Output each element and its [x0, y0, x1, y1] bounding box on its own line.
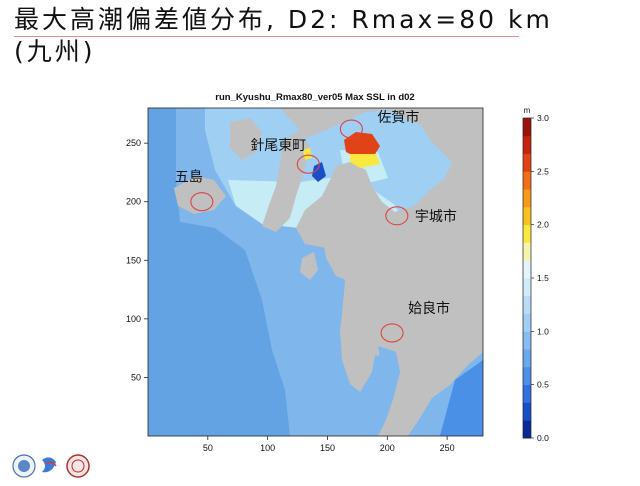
logo-emblem-2 — [42, 457, 56, 473]
colorbar-band-8 — [523, 278, 531, 297]
colorbar-band-3 — [523, 366, 531, 386]
colorbar-tick-label-4: 2.0 — [537, 220, 549, 230]
institution-logos — [12, 454, 90, 478]
colorbar-tick-label-2: 1.0 — [537, 326, 549, 336]
x-tick-label-50: 50 — [203, 443, 213, 453]
surge-hario-yellow — [303, 148, 312, 160]
colorbar-band-6 — [523, 313, 531, 332]
title-line-2: (九州) — [14, 37, 96, 66]
x-tick-label-100: 100 — [260, 443, 275, 453]
surge-saga-yellow — [350, 154, 380, 168]
colorbar-band-16 — [523, 135, 531, 154]
annotation-circle-3 — [190, 192, 214, 212]
surge-hario-deep — [312, 162, 326, 182]
x-tick-label-150: 150 — [320, 443, 335, 453]
annotation-label-2: 佐賀市 — [377, 109, 419, 126]
title-line-1: 最大高潮偏差値分布, D2: Rmax=80 km — [14, 5, 553, 34]
sea-deep-east — [440, 360, 483, 436]
colorbar-band-2 — [523, 384, 531, 403]
colorbar-tick-label-5: 2.5 — [537, 166, 549, 176]
colorbar-band-4 — [523, 349, 531, 368]
annotation-circle-2 — [339, 119, 363, 139]
colorbar: 0.0 0.5 1.0 1.5 2.0 2.5 3.0 m — [522, 106, 549, 443]
colorbar-band-5 — [523, 331, 531, 350]
land-nagasaki-peninsula — [262, 130, 310, 232]
y-tick-label-150: 150 — [126, 255, 141, 265]
annotation-circle-5 — [380, 323, 404, 343]
colorbar-band-9 — [523, 260, 531, 279]
annotation-label-4: 宇城市 — [415, 208, 457, 225]
sea-kagoshima-bay — [372, 346, 400, 436]
land-kyushu-main — [280, 108, 483, 436]
land-satsuma — [340, 292, 378, 392]
colorbar-unit: m — [524, 106, 531, 115]
land-goto — [174, 176, 226, 214]
y-tick-label-100: 100 — [126, 314, 141, 324]
y-tick-label-200: 200 — [126, 197, 141, 207]
plot-frame — [147, 107, 484, 437]
annotation-label-5: 姶良市 — [408, 300, 450, 317]
axis-ticks: 50 100 150 200 250 50 100 150 200 250 — [126, 138, 455, 453]
slide-title: 最大高潮偏差値分布, D2: Rmax=80 km (九州) — [14, 4, 553, 68]
colorbar-tick-label-0: 0.0 — [537, 433, 549, 443]
colorbar-band-0 — [523, 420, 531, 439]
logo-emblem-3 — [66, 454, 90, 478]
annotation-circle-4 — [385, 206, 409, 226]
title-underline — [14, 36, 519, 37]
colorbar-tick-label-3: 1.5 — [537, 273, 549, 283]
land-west-islands — [230, 118, 262, 160]
colorbar-band-17 — [523, 118, 531, 137]
y-tick-label-250: 250 — [126, 138, 141, 148]
colorbar-band-7 — [523, 295, 531, 314]
colorbar-tick-label-1: 0.5 — [537, 380, 549, 390]
land-amakusa — [322, 228, 372, 282]
annotation-circle-1 — [296, 154, 320, 174]
chart-title: run_Kyushu_Rmax80_ver05 Max SSL in d02 — [215, 92, 414, 103]
x-tick-label-200: 200 — [380, 443, 395, 453]
colorbar-band-10 — [523, 242, 531, 261]
colorbar-tick-label-6: 3.0 — [537, 113, 549, 123]
colorbar-band-12 — [523, 206, 531, 226]
colorbar-band-13 — [523, 189, 531, 208]
colorbar-band-14 — [523, 171, 531, 190]
annotation-label-3: 五島 — [175, 170, 203, 186]
y-tick-label-50: 50 — [131, 372, 141, 382]
annotation-label-1: 針尾東町 — [250, 138, 306, 154]
colorbar-band-15 — [523, 153, 531, 172]
colorbar-band-1 — [523, 402, 531, 421]
x-tick-label-250: 250 — [440, 443, 455, 453]
colorbar-band-11 — [523, 224, 531, 243]
plot-area — [148, 108, 483, 436]
land-koshiki — [300, 252, 318, 280]
